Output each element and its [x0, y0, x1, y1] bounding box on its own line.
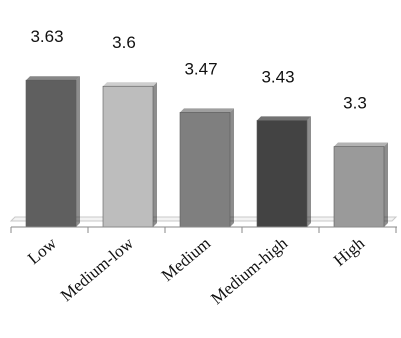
value-label: 3.63 [30, 27, 63, 46]
bar-top [103, 82, 157, 87]
value-label: 3.3 [343, 94, 367, 113]
value-labels-layer: 3.63 3.6 3.47 3.43 3.3 [30, 27, 366, 112]
value-label: 3.43 [261, 67, 294, 86]
bar-top [257, 116, 311, 121]
bar-medium-low [102, 82, 157, 228]
bar-top [334, 142, 388, 147]
bar-top [180, 108, 234, 113]
bars-layer [9, 76, 398, 228]
bar-front [25, 79, 77, 228]
bar-medium [179, 108, 234, 228]
bar-side [307, 116, 311, 227]
value-label: 3.47 [184, 59, 217, 78]
bar-medium-high [256, 116, 311, 228]
bar-low [25, 76, 80, 228]
bar-front [179, 112, 231, 228]
bar-side [76, 76, 80, 227]
bar-top [26, 76, 80, 81]
bar-front [333, 146, 385, 228]
bar-side [153, 82, 157, 227]
x-tick-label: Medium-high [207, 233, 291, 308]
bar-front [102, 85, 154, 228]
x-tick-label: Medium [158, 234, 214, 286]
bar-side [230, 108, 234, 227]
x-tick-label: Medium-low [57, 233, 138, 305]
x-axis [10, 226, 397, 233]
x-tick-label: High [330, 233, 369, 270]
bar-side [384, 142, 388, 227]
bar-high [333, 142, 388, 228]
x-tick-label: Low [24, 233, 61, 268]
bar-front [256, 120, 308, 228]
value-label: 3.6 [112, 33, 136, 52]
